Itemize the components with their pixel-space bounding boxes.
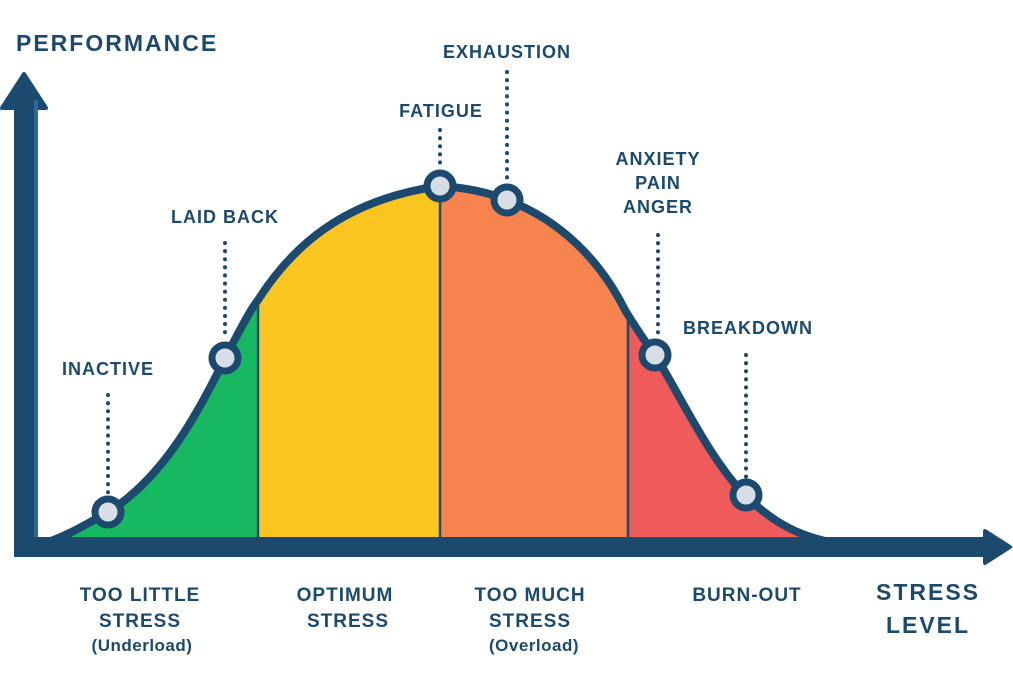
marker-exhaustion — [490, 183, 524, 217]
zone-underload-line1: TOO LITTLE — [80, 585, 200, 606]
label-pain: PAIN — [635, 173, 681, 193]
x-axis-label-line2: LEVEL — [886, 612, 970, 638]
y-axis-label: PERFORMANCE — [16, 30, 218, 56]
label-anxiety: ANXIETY — [615, 149, 700, 169]
marker-laid-back — [208, 341, 242, 375]
y-axis — [14, 100, 34, 552]
leader-lines — [106, 70, 748, 497]
zone-burnout-line1: BURN-OUT — [692, 585, 801, 606]
label-fatigue: FATIGUE — [399, 101, 483, 121]
zone-overload-line2: STRESS — [489, 611, 571, 632]
zone-underload-line2: STRESS — [99, 611, 181, 632]
zone-overload-line1: TOO MUCH — [474, 585, 585, 606]
zone-overload-sub: (Overload) — [489, 636, 579, 655]
label-inactive: INACTIVE — [62, 359, 154, 379]
zone-dividers — [256, 186, 630, 545]
label-anger: ANGER — [623, 197, 693, 217]
marker-breakdown — [729, 478, 763, 512]
zone-optimum-line1: OPTIMUM — [297, 585, 394, 606]
label-exhaustion: EXHAUSTION — [443, 42, 571, 62]
zone-underload-sub: (Underload) — [92, 636, 193, 655]
zone-optimum-line2: STRESS — [307, 611, 389, 632]
label-laid-back: LAID BACK — [171, 207, 279, 227]
marker-fatigue — [423, 169, 457, 203]
markers — [91, 169, 763, 529]
y-axis-arrow-icon — [0, 72, 48, 110]
marker-inactive — [91, 495, 125, 529]
axes — [0, 72, 1012, 565]
x-axis-arrow-icon — [983, 529, 1012, 565]
x-axis — [14, 537, 989, 557]
x-axis-label-line1: STRESS — [876, 579, 980, 605]
performance-curve — [36, 181, 854, 549]
label-breakdown: BREAKDOWN — [683, 318, 813, 338]
marker-anxiety — [638, 338, 672, 372]
